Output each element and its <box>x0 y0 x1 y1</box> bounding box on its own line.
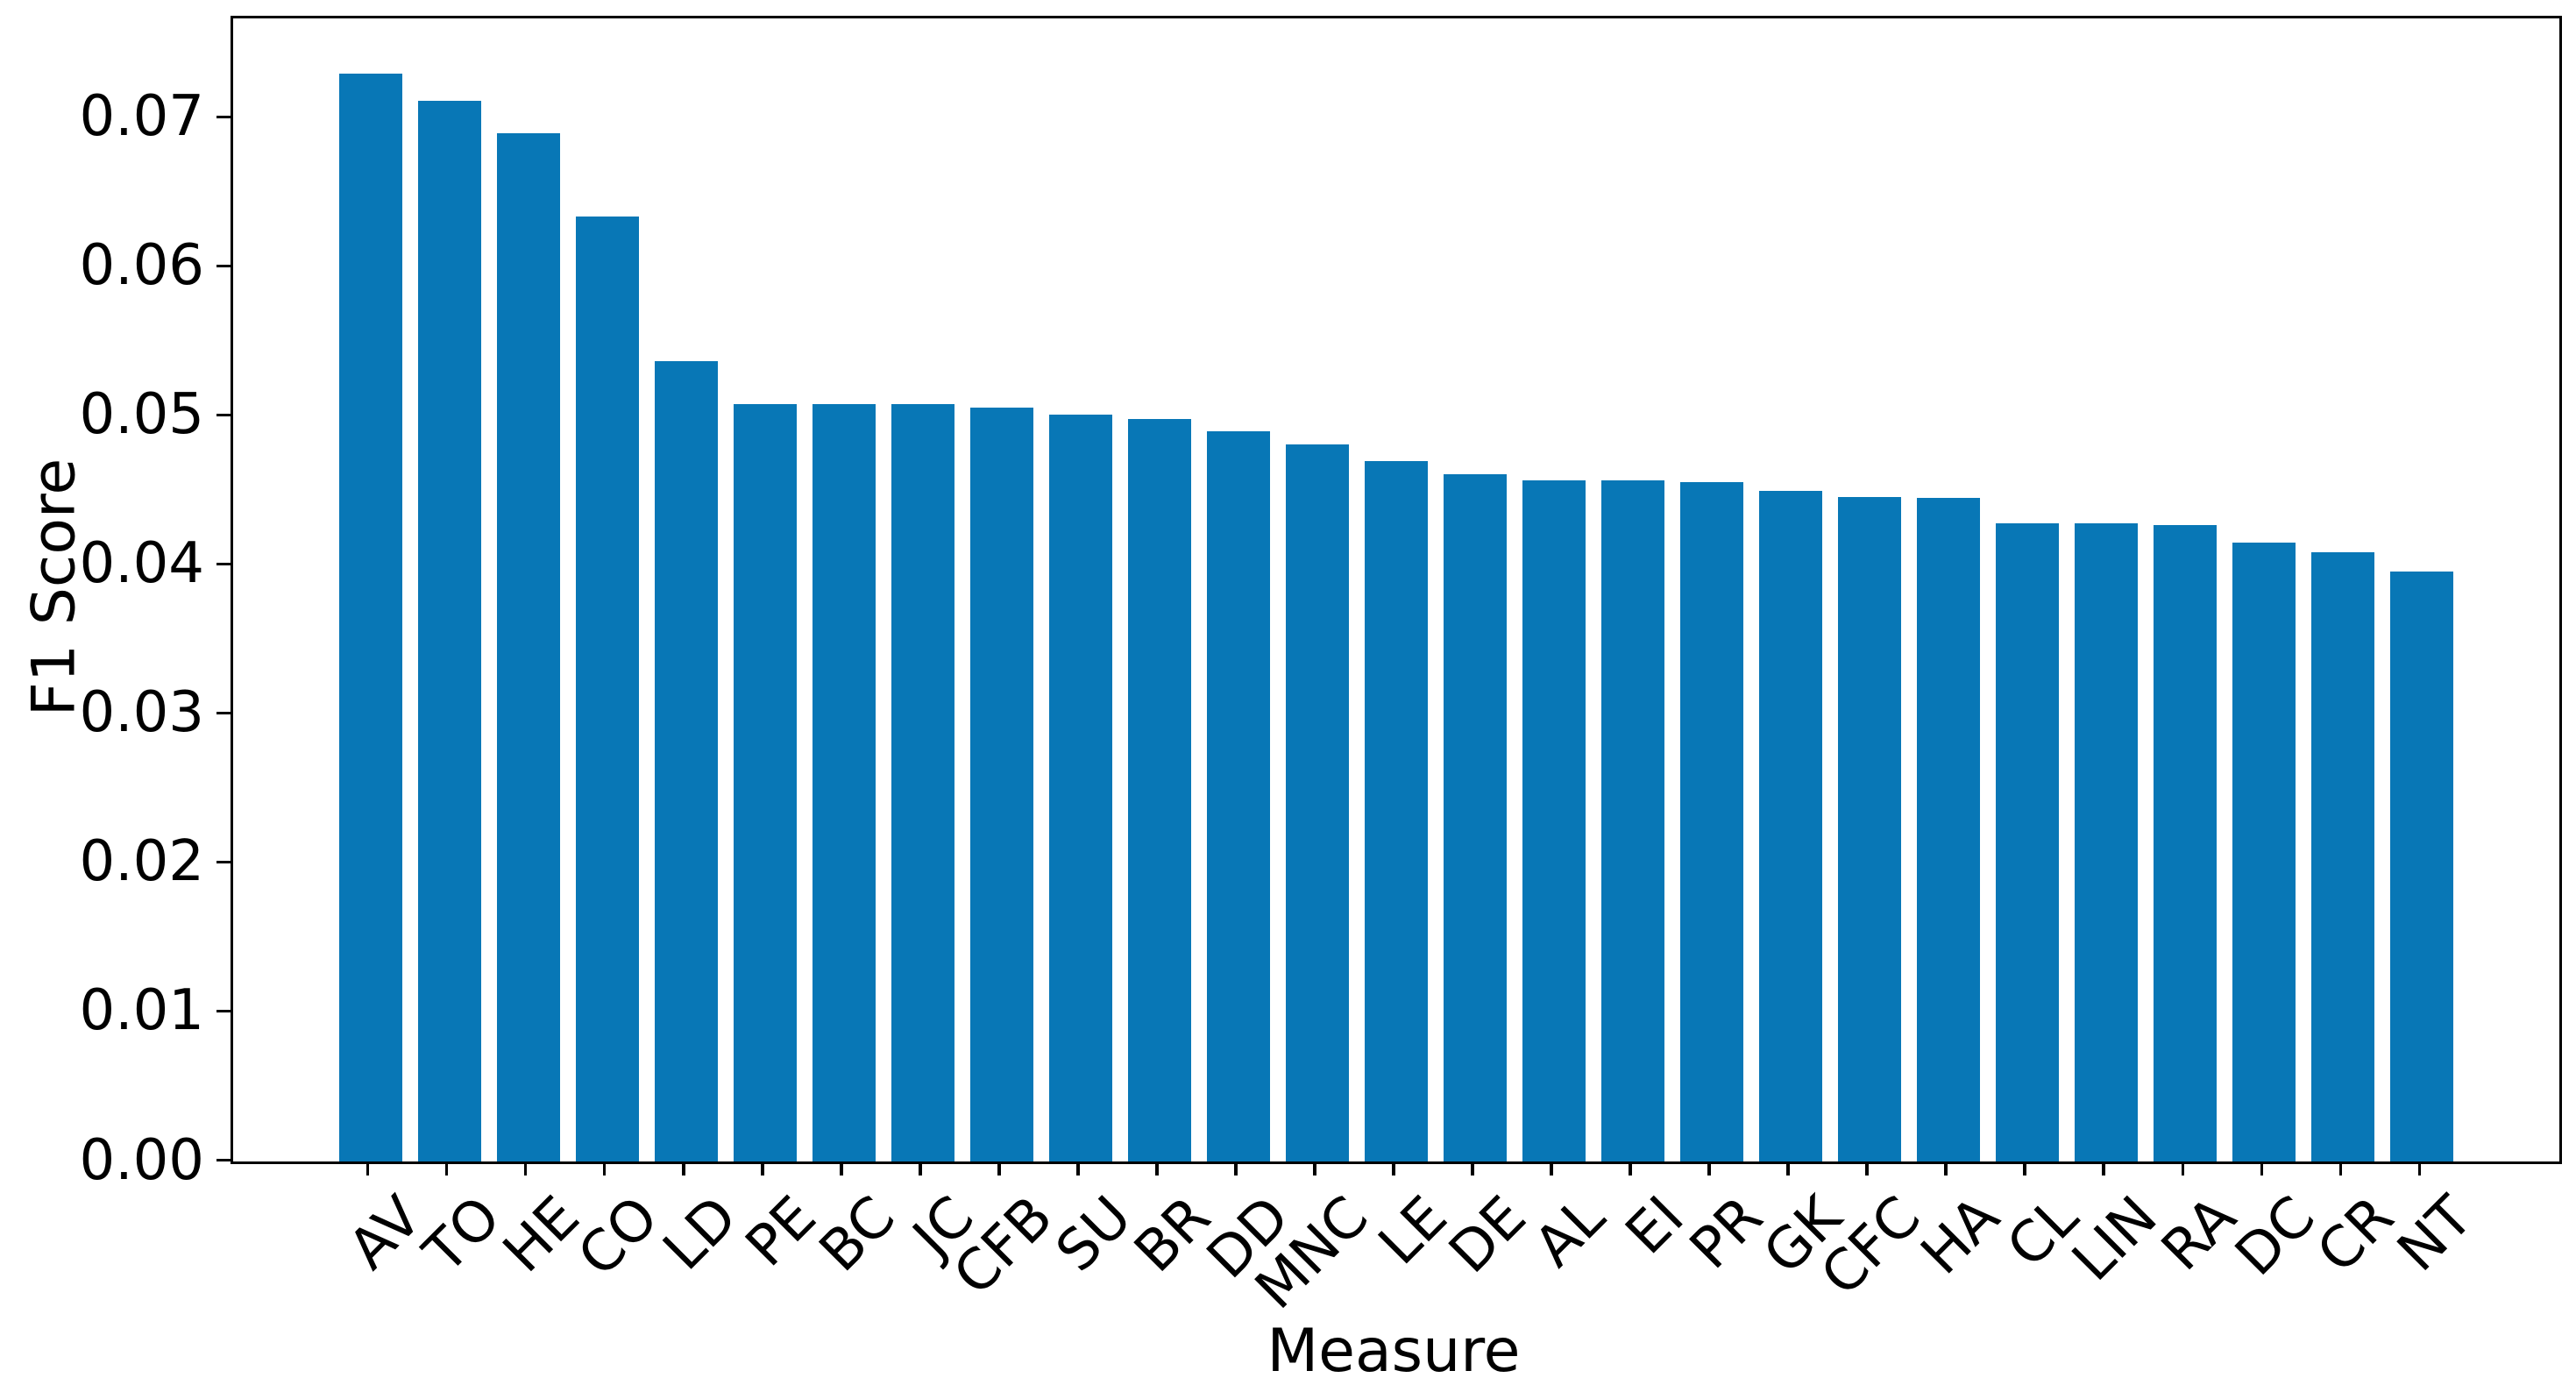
x-tick-mark-LIN <box>2102 1161 2105 1175</box>
x-tick-mark-CFC <box>1865 1161 1869 1175</box>
bar-AL <box>1522 480 1586 1161</box>
bar-CFB <box>969 407 1033 1161</box>
y-tick-label-0.04: 0.04 <box>79 531 205 597</box>
bar-LIN <box>2075 523 2139 1161</box>
bar-RA <box>2154 525 2218 1161</box>
x-tick-mark-RA <box>2181 1161 2185 1175</box>
y-axis-label: F1 Score <box>19 458 89 717</box>
bar-CO <box>575 217 639 1161</box>
x-tick-mark-AV <box>365 1161 370 1175</box>
bar-BC <box>812 404 876 1161</box>
y-tick-mark-0.06 <box>216 264 231 268</box>
x-tick-mark-AL <box>1550 1161 1553 1175</box>
bar-PR <box>1680 481 1744 1161</box>
bar-CL <box>1996 523 2060 1161</box>
x-tick-mark-HE <box>523 1161 528 1175</box>
bar-GK <box>1759 490 1823 1161</box>
y-tick-mark-0.05 <box>216 413 231 417</box>
bar-BR <box>1127 419 1191 1161</box>
x-tick-mark-EI <box>1629 1161 1632 1175</box>
bar-EI <box>1601 480 1665 1161</box>
bar-CR <box>2311 551 2375 1161</box>
x-axis-label: Measure <box>1267 1317 1521 1385</box>
x-tick-mark-LD <box>682 1161 685 1175</box>
y-tick-label-0.07: 0.07 <box>79 84 205 150</box>
x-tick-mark-TO <box>444 1161 449 1175</box>
x-tick-mark-DC <box>2260 1161 2264 1175</box>
bar-AV <box>338 73 402 1161</box>
x-tick-mark-NT <box>2417 1161 2422 1175</box>
bar-DD <box>1206 430 1270 1161</box>
bar-HE <box>496 132 560 1161</box>
x-tick-mark-JC <box>919 1161 922 1175</box>
x-tick-mark-DD <box>1234 1161 1238 1175</box>
x-tick-mark-BR <box>1155 1161 1159 1175</box>
x-tick-mark-HA <box>1944 1161 1948 1175</box>
y-tick-label-0.06: 0.06 <box>79 233 205 299</box>
x-tick-mark-CFB <box>997 1161 1001 1175</box>
bar-LE <box>1364 460 1428 1161</box>
y-tick-label-0.05: 0.05 <box>79 382 205 448</box>
bar-DE <box>1444 474 1508 1161</box>
x-tick-mark-CL <box>2023 1161 2026 1175</box>
bar-CFC <box>1838 496 1902 1161</box>
bar-SU <box>1048 415 1112 1161</box>
bar-DC <box>2232 543 2296 1161</box>
x-tick-mark-PR <box>1707 1161 1711 1175</box>
x-tick-mark-PE <box>761 1161 764 1175</box>
x-tick-mark-LE <box>1392 1161 1395 1175</box>
y-tick-label-0.01: 0.01 <box>79 978 205 1044</box>
bar-PE <box>733 404 797 1161</box>
y-tick-label-0.00: 0.00 <box>79 1127 205 1193</box>
y-tick-label-0.03: 0.03 <box>79 680 205 746</box>
bar-NT <box>2390 571 2454 1161</box>
bar-HA <box>1917 498 1981 1161</box>
x-tick-mark-SU <box>1076 1161 1080 1175</box>
y-tick-mark-0.01 <box>216 1009 231 1013</box>
bar-LD <box>654 361 718 1161</box>
x-tick-mark-CO <box>602 1161 607 1175</box>
y-tick-mark-0.04 <box>216 562 231 566</box>
x-tick-mark-DE <box>1471 1161 1474 1175</box>
plot-area <box>231 16 2562 1164</box>
x-tick-mark-MNC <box>1313 1161 1316 1175</box>
y-tick-mark-0.00 <box>216 1158 231 1162</box>
y-tick-mark-0.03 <box>216 711 231 715</box>
x-tick-mark-GK <box>1786 1161 1790 1175</box>
x-tick-mark-CR <box>2338 1161 2343 1175</box>
y-tick-mark-0.07 <box>216 115 231 119</box>
y-tick-label-0.02: 0.02 <box>79 829 205 895</box>
bar-TO <box>417 100 481 1161</box>
bar-JC <box>891 404 954 1161</box>
y-tick-mark-0.02 <box>216 860 231 864</box>
x-tick-mark-BC <box>840 1161 843 1175</box>
bar-MNC <box>1285 444 1349 1161</box>
